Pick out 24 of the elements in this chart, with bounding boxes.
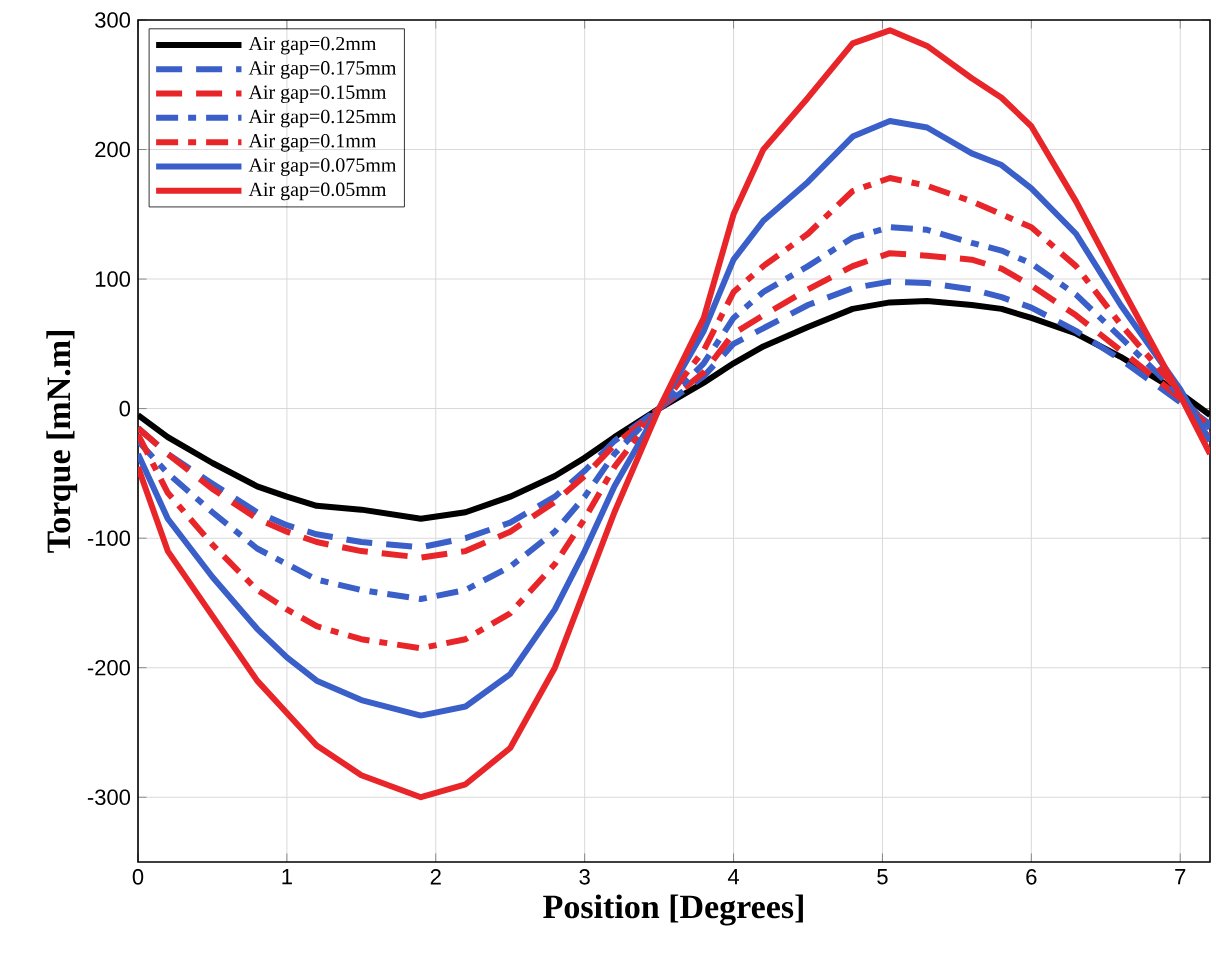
x-tick-label: 2 (430, 869, 441, 885)
y-tick-label: 200 (95, 141, 131, 158)
legend-label: Air gap=0.1mm (248, 134, 377, 152)
y-tick-label: -100 (87, 530, 131, 546)
y-tick-label: -300 (87, 789, 131, 806)
y-tick-label: 0 (119, 400, 131, 417)
x-axis-title: Position [Degrees] (543, 894, 803, 926)
y-axis-title: Torque [mN.m] (46, 331, 78, 553)
x-tick-label: 6 (1026, 869, 1037, 885)
x-tick-label: 3 (579, 869, 590, 885)
y-tick-label: 100 (95, 271, 131, 287)
x-tick-label: 7 (1175, 869, 1186, 885)
legend-label: Air gap=0.175mm (248, 61, 397, 79)
x-tick-label: 4 (727, 869, 740, 885)
legend-label: Air gap=0.075mm (248, 158, 397, 176)
x-tick-label: 0 (132, 869, 144, 885)
y-tick-label: -200 (87, 659, 131, 676)
legend-label: Air gap=0.05mm (248, 182, 387, 201)
x-tick-label: 5 (877, 869, 888, 885)
y-tick-label: 300 (95, 12, 131, 28)
x-tick-label: 1 (282, 869, 292, 885)
legend-label: Air gap=0.2mm (248, 36, 377, 55)
legend-label: Air gap=0.15mm (248, 85, 387, 104)
legend-label: Air gap=0.125mm (248, 109, 397, 128)
